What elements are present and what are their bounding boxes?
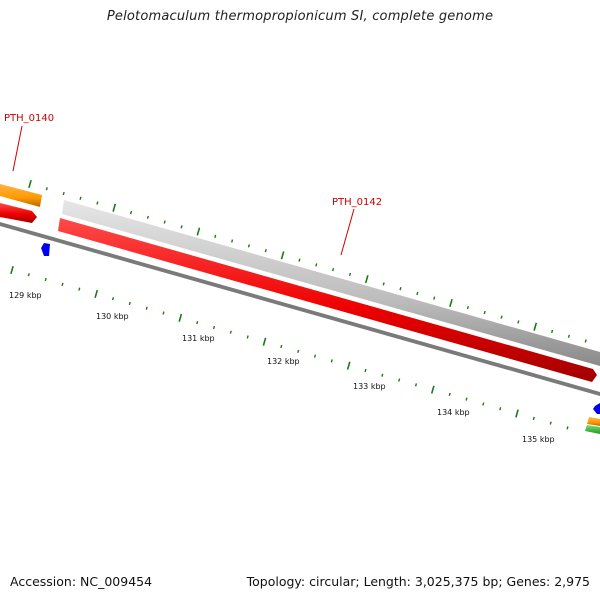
- outer-tick: [500, 315, 503, 319]
- outer-tick: [399, 287, 402, 291]
- gene-reverse-cds[interactable]: [62, 200, 600, 366]
- inner-tick: [229, 330, 232, 334]
- scale-label-131kbp: 131 kbp: [182, 334, 215, 343]
- tick-marks-inner: [10, 265, 569, 430]
- inner-tick: [364, 368, 367, 373]
- outer-tick: [280, 251, 285, 260]
- outer-tick: [28, 179, 32, 189]
- gene-label-pth-0140[interactable]: PTH_0140: [4, 113, 54, 124]
- inner-tick: [313, 354, 317, 358]
- outer-tick: [79, 196, 82, 200]
- outer-tick: [348, 272, 352, 276]
- outer-tick: [163, 220, 166, 224]
- inner-tick: [448, 392, 451, 396]
- outer-tick: [45, 187, 48, 191]
- gene-label-pth-0142[interactable]: PTH_0142: [332, 197, 382, 208]
- inner-tick: [27, 273, 30, 277]
- map-title: Pelotomaculum thermopropionicum SI, comp…: [106, 9, 494, 24]
- outer-tick: [247, 244, 250, 248]
- inner-tick: [162, 311, 165, 315]
- outer-tick: [517, 320, 520, 324]
- tick-marks-outer: [28, 179, 587, 343]
- inner-tick: [78, 287, 81, 291]
- inner-tick: [465, 397, 468, 401]
- outer-tick: [112, 203, 117, 212]
- outer-tick: [551, 329, 554, 334]
- inner-tick: [178, 313, 183, 322]
- outer-tick: [298, 258, 301, 262]
- outer-tick: [264, 249, 267, 253]
- inner-tick: [10, 265, 14, 275]
- scale-label-134kbp: 134 kbp: [437, 408, 470, 417]
- outer-tick: [231, 239, 234, 243]
- outer-tick: [146, 215, 149, 219]
- inner-tick: [398, 378, 401, 382]
- orf-left[interactable]: [0, 184, 42, 207]
- inner-tick: [44, 277, 47, 282]
- inner-tick: [381, 373, 384, 377]
- inner-tick: [414, 383, 418, 387]
- inner-tick: [111, 297, 115, 301]
- outer-tick: [196, 227, 201, 236]
- outer-tick: [332, 268, 335, 272]
- inner-tick: [515, 409, 519, 418]
- outer-tick: [382, 282, 385, 286]
- inner-tick: [330, 359, 333, 363]
- orf-right[interactable]: [587, 417, 600, 426]
- outer-tick: [214, 234, 217, 239]
- inner-tick: [246, 335, 249, 339]
- outer-tick: [533, 322, 538, 331]
- inner-tick: [499, 407, 502, 411]
- outer-tick: [129, 210, 133, 215]
- scale-label-129kbp: 129 kbp: [9, 291, 42, 300]
- other-feature-right[interactable]: [585, 425, 600, 434]
- small-feature-left[interactable]: [41, 243, 50, 256]
- small-feature-right[interactable]: [593, 403, 600, 414]
- topology-text: Topology: circular; Length: 3,025,375 bp…: [246, 574, 590, 589]
- gene-label-leader-pth-0142: [340, 208, 355, 256]
- outer-tick: [62, 191, 65, 196]
- outer-tick: [567, 334, 570, 338]
- inner-tick: [61, 282, 64, 286]
- accession-text: Accession: NC_009454: [10, 574, 153, 589]
- outer-tick: [466, 306, 469, 310]
- outer-tick: [96, 201, 99, 205]
- backbone-line: [0, 222, 600, 396]
- gene-label-leader-pth-0140: [12, 125, 23, 172]
- outer-tick: [180, 225, 183, 229]
- inner-tick: [145, 306, 148, 310]
- scale-label-133kbp: 133 kbp: [353, 382, 386, 391]
- outer-tick: [315, 263, 318, 267]
- inner-tick: [212, 325, 216, 330]
- inner-tick: [280, 344, 283, 349]
- inner-tick: [566, 426, 569, 430]
- gene-forward-cds-left[interactable]: [0, 203, 37, 223]
- inner-tick: [482, 402, 485, 406]
- outer-tick: [433, 296, 436, 300]
- scale-label-130kbp: 130 kbp: [96, 312, 129, 321]
- outer-tick: [483, 310, 486, 315]
- inner-tick: [430, 385, 435, 394]
- inner-tick: [297, 349, 300, 353]
- inner-tick: [128, 301, 131, 306]
- inner-tick: [549, 421, 552, 425]
- inner-tick: [196, 321, 199, 325]
- gene-forward-cds-main[interactable]: [58, 218, 597, 382]
- outer-tick: [584, 339, 587, 343]
- inner-tick: [94, 289, 99, 299]
- outer-tick: [364, 275, 369, 284]
- inner-tick: [262, 337, 267, 346]
- inner-tick: [532, 416, 535, 420]
- scale-label-135kbp: 135 kbp: [522, 435, 555, 444]
- outer-tick: [416, 291, 419, 296]
- outer-tick: [449, 298, 453, 308]
- scale-label-132kbp: 132 kbp: [267, 357, 300, 366]
- inner-tick: [346, 361, 351, 370]
